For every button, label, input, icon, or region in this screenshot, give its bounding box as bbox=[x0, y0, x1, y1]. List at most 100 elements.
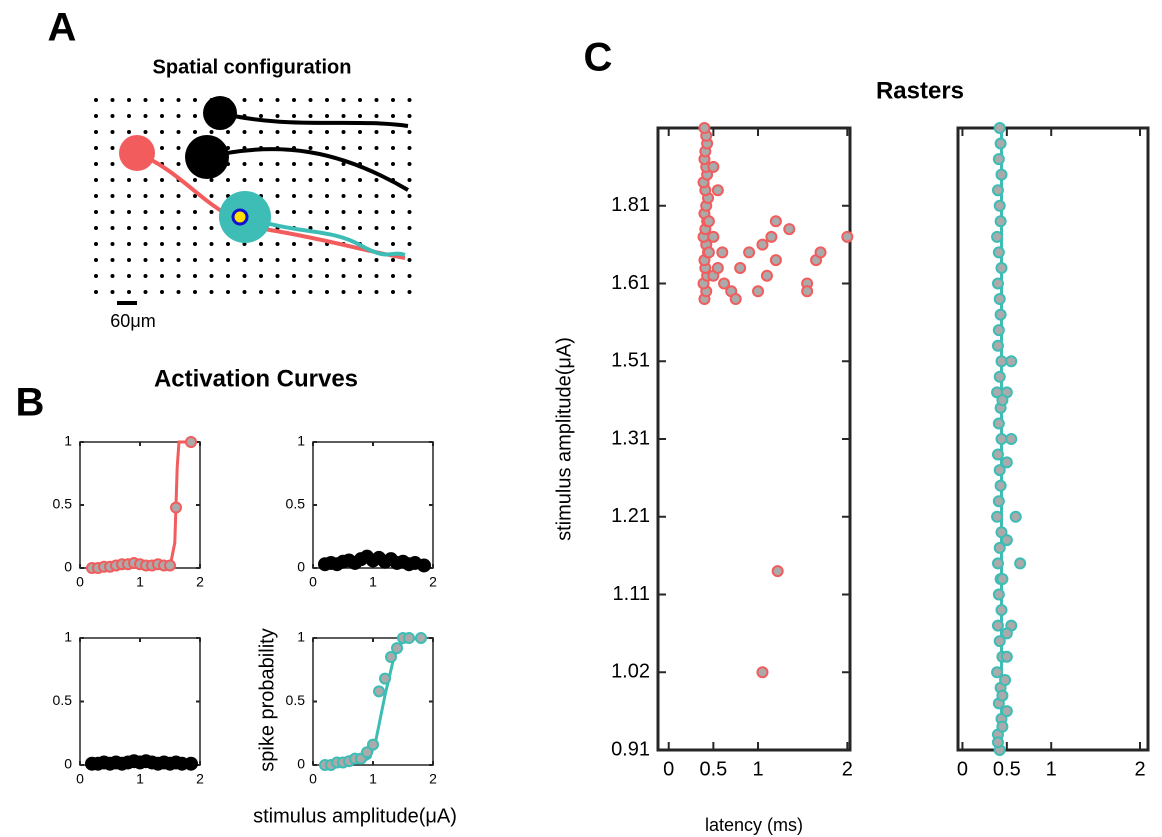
grid-dot bbox=[358, 194, 362, 198]
grid-dot bbox=[391, 146, 395, 150]
grid-dot bbox=[341, 178, 346, 182]
grid-dot bbox=[127, 98, 131, 102]
data-point bbox=[711, 184, 724, 197]
grid-dot bbox=[358, 130, 362, 134]
grid-dot bbox=[308, 146, 313, 150]
grid-dot bbox=[94, 242, 98, 246]
grid-dot bbox=[275, 114, 280, 118]
grid-dot bbox=[259, 258, 263, 262]
x-tick-label: 1 bbox=[369, 573, 377, 589]
y-tick-label: 0 bbox=[64, 559, 72, 575]
grid-dot bbox=[110, 258, 115, 262]
data-point bbox=[991, 666, 1004, 679]
data-point bbox=[995, 261, 1008, 274]
data-point bbox=[756, 666, 769, 679]
grid-dot bbox=[176, 290, 181, 294]
grid-dot bbox=[193, 258, 197, 262]
grid-dot bbox=[226, 178, 230, 182]
grid-dot bbox=[176, 226, 181, 230]
scale-label: 60μm bbox=[110, 311, 155, 331]
grid-dot bbox=[358, 178, 362, 182]
data-point bbox=[814, 246, 827, 259]
data-point bbox=[995, 433, 1008, 445]
grid-dot bbox=[127, 210, 131, 214]
data-point bbox=[1009, 510, 1022, 523]
grid-dot bbox=[407, 146, 412, 150]
grid-dot bbox=[160, 274, 164, 278]
data-point bbox=[992, 324, 1005, 337]
grid-dot bbox=[94, 162, 98, 166]
grid-dot bbox=[193, 194, 197, 198]
plot-area bbox=[656, 126, 852, 752]
data-point bbox=[993, 370, 1006, 383]
grid-dot bbox=[160, 146, 164, 150]
grid-dot bbox=[94, 98, 98, 102]
data-point bbox=[373, 685, 385, 698]
grid-dot bbox=[407, 258, 412, 262]
data-point bbox=[996, 394, 1009, 407]
grid-dot bbox=[209, 178, 214, 182]
grid-dot bbox=[242, 98, 247, 102]
plot-area bbox=[79, 441, 201, 569]
grid-dot bbox=[193, 114, 197, 118]
x-tick-label: 1 bbox=[136, 573, 144, 589]
grid-dot bbox=[292, 194, 296, 198]
data-point bbox=[991, 510, 1004, 523]
grid-dot bbox=[127, 242, 131, 246]
y-tick-label: 1.11 bbox=[613, 583, 650, 605]
panel-label: C bbox=[584, 36, 613, 80]
grid-dot bbox=[160, 194, 164, 198]
x-tick-label: 2 bbox=[842, 758, 853, 780]
grid-dot bbox=[325, 258, 329, 262]
grid-dot bbox=[341, 210, 346, 214]
grid-dot bbox=[325, 146, 329, 150]
grid-dot bbox=[209, 210, 214, 214]
x-tick-label: 0 bbox=[76, 573, 84, 589]
grid-dot bbox=[160, 290, 164, 294]
data-point bbox=[994, 479, 1007, 492]
x-tick-label: 0.5 bbox=[699, 758, 727, 780]
data-point bbox=[170, 501, 182, 514]
y-tick-label: 1.51 bbox=[611, 350, 650, 372]
x-tick-label: 2 bbox=[196, 573, 204, 589]
data-point bbox=[769, 215, 782, 228]
grid-dot bbox=[160, 226, 164, 230]
grid-dot bbox=[242, 274, 247, 278]
grid-dot bbox=[275, 258, 280, 262]
data-point bbox=[711, 261, 724, 274]
grid-dot bbox=[94, 130, 98, 134]
grid-dot bbox=[391, 162, 395, 166]
grid-dot bbox=[209, 226, 214, 230]
data-point bbox=[996, 572, 1009, 585]
x-tick-label: 0 bbox=[957, 758, 968, 780]
data-point bbox=[403, 632, 415, 644]
grid-dot bbox=[209, 290, 214, 294]
grid-dot bbox=[160, 210, 164, 214]
data-point bbox=[992, 588, 1005, 601]
data-point bbox=[991, 184, 1004, 197]
grid-dot bbox=[358, 98, 362, 102]
neuron bbox=[185, 135, 229, 179]
x-tick-label: 0 bbox=[663, 758, 674, 780]
grid-dot bbox=[242, 162, 247, 166]
grid-dot bbox=[110, 114, 115, 118]
grid-dot bbox=[259, 162, 263, 166]
neuron bbox=[203, 96, 237, 130]
plot-area bbox=[312, 441, 434, 569]
y-tick-label: 0.5 bbox=[53, 496, 73, 512]
x-axis-label: stimulus amplitude(μA) bbox=[253, 805, 457, 827]
grid-dot bbox=[242, 178, 247, 182]
grid-dot bbox=[341, 290, 346, 294]
x-tick-label: 1 bbox=[136, 770, 144, 786]
grid-dot bbox=[391, 226, 395, 230]
grid-dot bbox=[226, 258, 230, 262]
grid-dot bbox=[259, 178, 263, 182]
grid-dot bbox=[143, 210, 148, 214]
y-tick-label: 0.5 bbox=[53, 692, 73, 708]
grid-dot bbox=[259, 274, 263, 278]
data-point bbox=[1005, 433, 1018, 445]
y-tick-label: 0.5 bbox=[286, 692, 306, 708]
grid-dot bbox=[325, 226, 329, 230]
data-point bbox=[718, 277, 731, 290]
